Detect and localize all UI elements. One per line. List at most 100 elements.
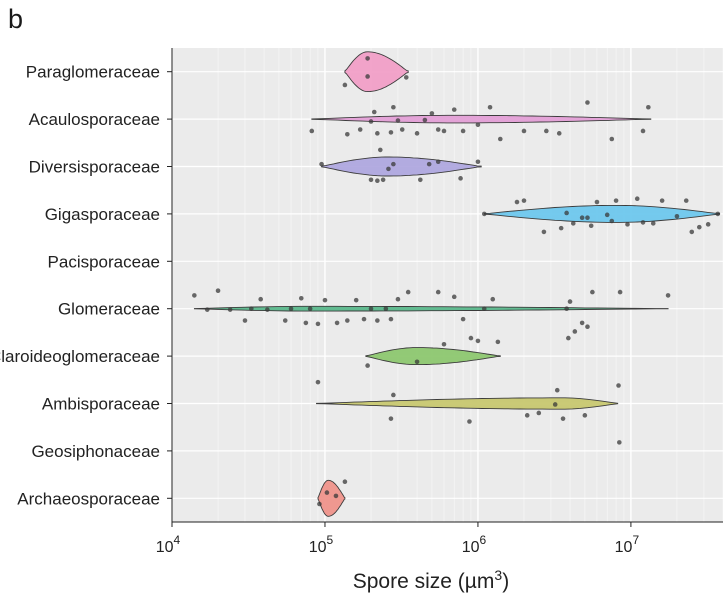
data-point: [560, 416, 566, 421]
data-point: [303, 320, 309, 326]
data-point: [659, 198, 665, 203]
violin-layer: [193, 51, 721, 517]
data-point: [204, 307, 210, 312]
data-point: [435, 127, 441, 132]
data-point: [590, 289, 595, 295]
data-point: [435, 289, 441, 295]
data-point: [333, 493, 339, 499]
data-point: [567, 299, 573, 304]
data-point: [365, 74, 370, 79]
data-point: [585, 215, 590, 220]
data-point: [345, 131, 350, 137]
data-point: [451, 294, 457, 300]
data-point: [315, 321, 321, 327]
data-point: [609, 218, 615, 224]
data-point: [475, 122, 481, 128]
data-point: [650, 221, 656, 226]
data-point: [625, 222, 630, 227]
data-point: [467, 419, 472, 424]
data-point: [388, 416, 394, 421]
category-label: Geosiphonaceae: [31, 442, 160, 461]
x-tick-label: 106: [462, 533, 487, 556]
data-point: [399, 127, 405, 132]
data-point: [365, 363, 370, 368]
category-labels: Paraglomeraceae Acaulosporaceae Diversispo…: [0, 63, 160, 509]
x-tick-labels: 104 105 106 107: [156, 533, 640, 556]
jitter-points-layer: [192, 56, 721, 507]
data-point: [514, 199, 520, 205]
data-point: [375, 178, 380, 184]
data-point: [634, 196, 640, 202]
data-point: [705, 222, 711, 227]
data-point: [395, 296, 401, 302]
data-point: [365, 56, 370, 61]
data-point: [665, 293, 671, 298]
data-point: [579, 215, 585, 220]
violin-paraglomeraceae: [344, 51, 409, 93]
data-point: [265, 307, 270, 312]
data-point: [368, 177, 374, 183]
data-point: [388, 316, 394, 322]
panel-label: b: [8, 4, 24, 34]
data-point: [689, 229, 695, 235]
violin-claroideoglomeraceae: [365, 347, 501, 366]
data-point: [490, 296, 496, 302]
data-point: [683, 198, 689, 203]
data-point: [566, 335, 571, 341]
data-point: [375, 131, 380, 136]
data-point: [558, 225, 564, 231]
data-point: [414, 131, 420, 136]
data-point: [609, 136, 615, 142]
data-point: [564, 210, 569, 216]
x-tick-label: 107: [615, 533, 640, 556]
data-point: [495, 339, 501, 345]
data-point: [353, 297, 359, 303]
category-label: Diversisporaceae: [29, 158, 160, 177]
data-point: [441, 128, 447, 134]
data-point: [249, 306, 254, 312]
category-label: Paraglomeraceae: [26, 63, 160, 82]
data-point: [383, 306, 389, 312]
data-point: [572, 329, 578, 334]
data-point: [594, 199, 600, 205]
data-point: [604, 212, 610, 218]
category-label: Ambisporaceae: [42, 395, 160, 414]
data-point: [468, 335, 474, 341]
data-point: [426, 161, 432, 167]
data-point: [429, 111, 435, 116]
data-point: [441, 341, 447, 347]
data-point: [391, 104, 396, 110]
data-point: [403, 75, 409, 80]
data-point: [388, 130, 394, 135]
data-point: [322, 297, 328, 303]
data-point: [617, 289, 623, 295]
data-point: [345, 318, 350, 323]
data-point: [435, 159, 441, 165]
data-point: [391, 161, 396, 167]
data-point: [640, 220, 646, 225]
data-point: [475, 338, 481, 344]
data-point: [556, 131, 562, 136]
data-point: [357, 127, 363, 132]
x-tick-label: 104: [156, 533, 181, 556]
data-point: [481, 306, 487, 312]
data-point: [475, 159, 481, 165]
data-point: [617, 440, 622, 445]
data-point: [552, 402, 558, 407]
violin-archaeosporaceae: [317, 479, 346, 517]
axes: [167, 48, 723, 527]
data-point: [242, 318, 248, 323]
data-point: [309, 128, 315, 134]
category-label: Claroideoglomeraceae: [0, 347, 160, 366]
violin-glomeraceae: [193, 305, 669, 312]
data-point: [342, 82, 348, 88]
data-point: [282, 318, 288, 323]
category-label: Pacisporaceae: [48, 252, 160, 271]
data-point: [342, 479, 348, 485]
data-point: [405, 289, 411, 295]
data-point: [541, 229, 547, 235]
data-point: [324, 490, 330, 495]
data-point: [371, 109, 377, 115]
data-point: [380, 177, 386, 183]
data-point: [334, 320, 340, 326]
